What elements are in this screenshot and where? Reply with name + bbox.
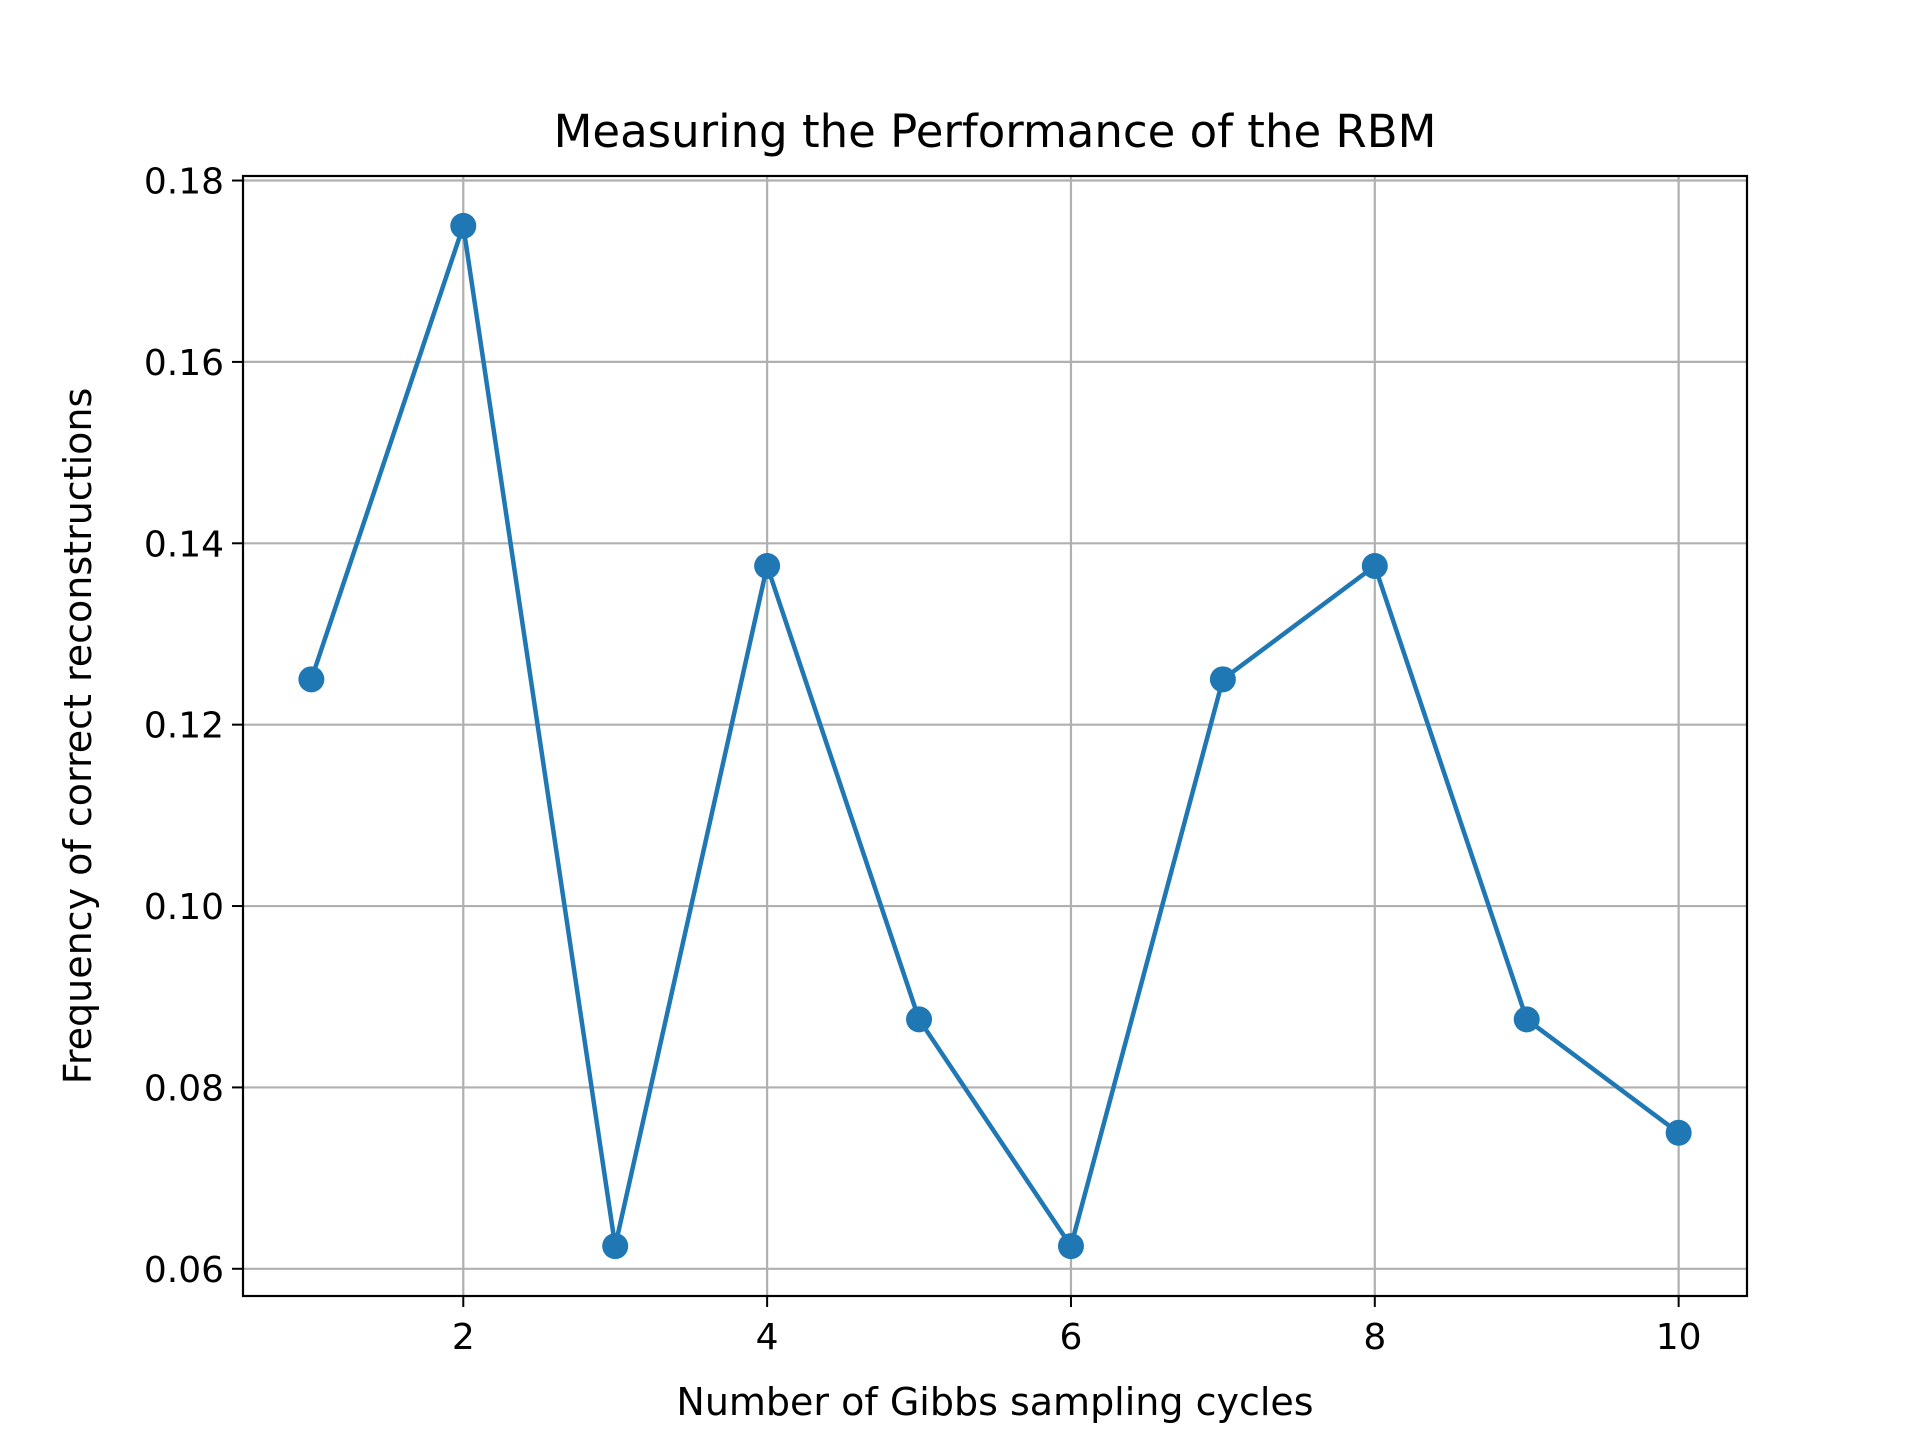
grid-lines — [243, 176, 1747, 1296]
axis-ticks: 2 4 6 8 10 0.06 0.08 0.10 0.12 0.14 0.16 0.18 — [144, 162, 1702, 1358]
plot-frame — [241, 174, 1749, 1298]
data-point — [1361, 552, 1388, 579]
y-axis-label: Frequency of correct reconstructions — [56, 388, 100, 1085]
x-tick-label: 8 — [1363, 1317, 1386, 1358]
y-tick-label: 0.18 — [144, 162, 224, 203]
data-point — [754, 552, 781, 579]
data-point — [1665, 1119, 1692, 1146]
x-tick-label: 4 — [756, 1317, 779, 1358]
chart-title: Measuring the Performance of the RBM — [554, 105, 1437, 158]
data-point — [298, 666, 325, 693]
data-point — [906, 1006, 933, 1033]
y-tick-label: 0.12 — [144, 706, 224, 747]
data-point — [1513, 1006, 1540, 1033]
x-tick-label: 10 — [1656, 1317, 1702, 1358]
y-tick-label: 0.10 — [144, 887, 224, 928]
x-axis-label: Number of Gibbs sampling cycles — [676, 1380, 1313, 1424]
y-tick-label: 0.08 — [144, 1068, 224, 1109]
series-layer — [298, 212, 1692, 1260]
y-tick-label: 0.06 — [144, 1250, 224, 1291]
data-point — [1057, 1233, 1084, 1260]
data-point — [602, 1233, 629, 1260]
x-tick-label: 6 — [1060, 1317, 1083, 1358]
data-point — [450, 212, 477, 239]
series-line — [309, 223, 1680, 1249]
x-tick-label: 2 — [452, 1317, 475, 1358]
data-point — [1209, 666, 1236, 693]
y-tick-label: 0.16 — [144, 343, 224, 384]
y-tick-label: 0.14 — [144, 524, 224, 565]
